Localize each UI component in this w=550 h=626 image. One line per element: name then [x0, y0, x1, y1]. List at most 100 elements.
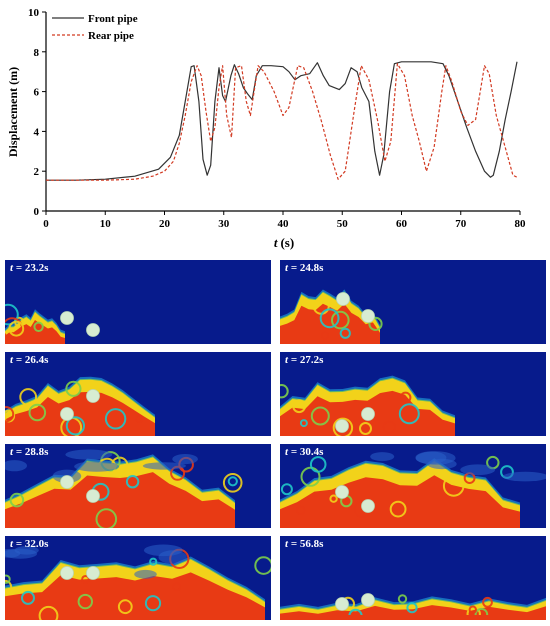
- eddy: [254, 556, 271, 575]
- rear-pipe-marker: [361, 309, 375, 323]
- snapshot-time-value: = 24.8s: [288, 262, 324, 274]
- series-line-rear-pipe: [46, 63, 518, 181]
- snapshot-panel-5: t = 28.8s: [5, 444, 271, 528]
- front-pipe-marker: [336, 292, 350, 306]
- snapshot-time-var: t: [285, 538, 289, 550]
- eddy: [398, 403, 420, 425]
- eddy: [468, 605, 478, 614]
- snapshot-time-var: t: [10, 262, 14, 274]
- front-pipe-marker: [335, 597, 349, 611]
- flow-field: [5, 536, 271, 620]
- eddy: [368, 316, 383, 332]
- eddy: [149, 557, 158, 566]
- dense-fluid: [5, 572, 265, 620]
- dense-fluid: [5, 320, 65, 344]
- diffuse-plume: [74, 461, 120, 472]
- diffuse-plume: [65, 449, 113, 460]
- eddy: [320, 331, 330, 340]
- eddy: [81, 575, 90, 584]
- eddy: [19, 388, 38, 406]
- snapshot-time-label: t = 32.0s: [10, 538, 48, 550]
- x-axis-label: t (s): [274, 235, 294, 250]
- eddy: [280, 384, 289, 399]
- front-pipe-marker: [60, 475, 74, 489]
- eddy: [8, 320, 25, 337]
- x-tick-label: 20: [159, 218, 171, 230]
- eddy: [5, 317, 23, 339]
- eddy: [482, 596, 493, 608]
- legend-label: Front pipe: [88, 13, 138, 25]
- flow-field: [5, 352, 271, 436]
- snapshot-time-label: t = 26.4s: [10, 354, 48, 366]
- eddy: [5, 579, 13, 595]
- x-axis-label-unit: (s): [280, 235, 294, 250]
- snapshot-time-value: = 28.8s: [13, 446, 49, 458]
- dense-fluid: [280, 303, 380, 344]
- eddy: [331, 310, 350, 330]
- eddy: [442, 475, 465, 497]
- series-layer: [46, 61, 518, 181]
- x-tick-label: 30: [218, 218, 230, 230]
- eddy: [292, 399, 307, 414]
- eddy: [28, 403, 47, 422]
- rear-pipe-marker: [361, 593, 375, 607]
- y-tick-label: 0: [34, 206, 40, 218]
- diffuse-plume: [502, 471, 546, 482]
- snapshot-time-value: = 56.8s: [288, 538, 324, 550]
- x-axis-label-var: t: [274, 235, 278, 250]
- snapshot-panel-1: t = 23.2s: [5, 260, 271, 344]
- eddy: [5, 406, 15, 423]
- front-pipe-marker: [335, 485, 349, 499]
- y-tick-label: 2: [34, 166, 40, 178]
- snapshot-panel-6: t = 30.4s: [280, 444, 546, 528]
- y-tick-label: 8: [34, 47, 40, 59]
- x-tick-label: 0: [43, 218, 49, 230]
- front-pipe-marker: [60, 407, 74, 421]
- diffuse-plume: [415, 451, 447, 464]
- dense-fluid: [5, 472, 235, 528]
- snapshot-panel-2: t = 24.8s: [280, 260, 546, 344]
- diffuse-plume: [370, 452, 395, 462]
- diffuse-plume: [143, 544, 183, 557]
- rear-pipe-marker: [86, 389, 100, 403]
- eddy: [332, 417, 354, 436]
- snapshot-time-value: = 27.2s: [288, 354, 324, 366]
- snapshot-time-label: t = 28.8s: [10, 446, 48, 458]
- snapshot-time-var: t: [10, 446, 14, 458]
- flow-field: [5, 260, 271, 344]
- eddy: [65, 380, 82, 397]
- flow-field: [280, 444, 546, 528]
- y-tick-label: 6: [34, 87, 40, 99]
- y-tick-label: 10: [28, 7, 40, 19]
- diffuse-plume: [134, 569, 157, 579]
- eddy: [65, 416, 86, 436]
- eddy: [95, 508, 118, 528]
- front-pipe-marker: [60, 566, 74, 580]
- snapshot-time-label: t = 24.8s: [285, 262, 323, 274]
- eddy: [77, 593, 94, 610]
- rear-pipe-marker: [86, 323, 100, 337]
- eddy: [406, 602, 418, 614]
- eddy: [399, 391, 412, 404]
- rear-pipe-marker: [86, 489, 100, 503]
- eddy: [227, 476, 238, 487]
- x-tick-label: 50: [337, 218, 349, 230]
- snapshot-time-label: t = 56.8s: [285, 538, 323, 550]
- y-axis-label: Displacement (m): [6, 67, 20, 157]
- snapshot-time-var: t: [285, 262, 289, 274]
- x-tick-label: 60: [396, 218, 408, 230]
- ticks-layer: 0 10 20 30 40 50 60 70 80 0 2 4 6 8 10: [28, 7, 526, 230]
- y-tick-label: 4: [34, 126, 40, 138]
- eddy: [309, 456, 327, 473]
- eddy: [38, 605, 59, 620]
- rear-pipe-marker: [361, 499, 375, 513]
- front-pipe-marker: [335, 419, 349, 433]
- snapshot-panel-3: t = 26.4s: [5, 352, 271, 436]
- eddy: [222, 473, 243, 493]
- flow-field: [280, 260, 546, 344]
- eddy: [329, 494, 338, 503]
- eddy: [466, 606, 481, 620]
- eddy: [280, 483, 293, 496]
- eddy: [319, 308, 340, 329]
- snapshot-time-var: t: [10, 538, 14, 550]
